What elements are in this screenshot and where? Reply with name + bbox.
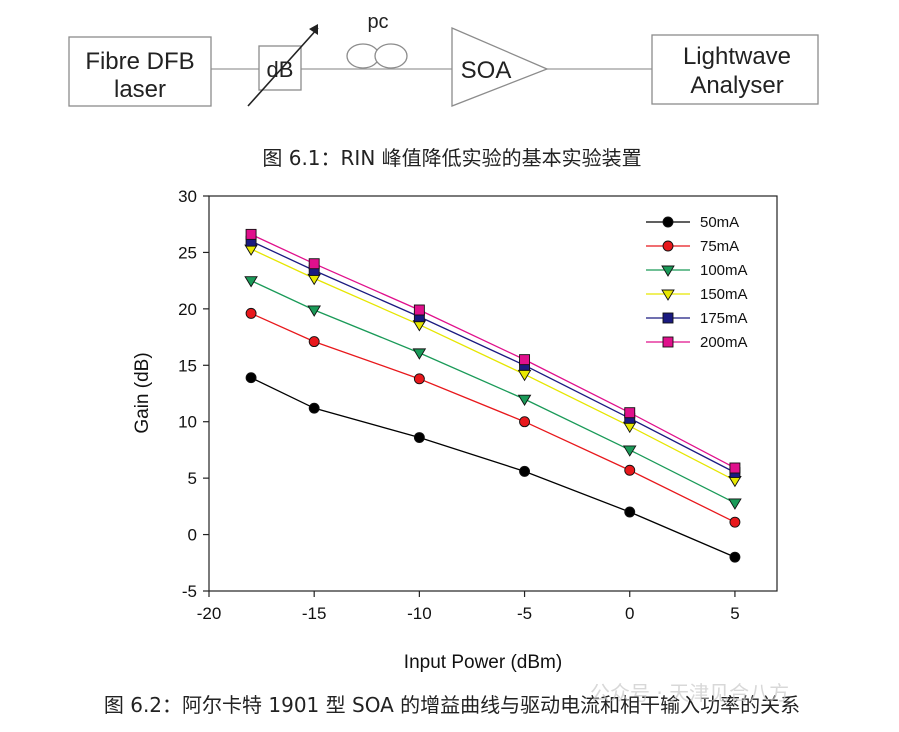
laser-label-line2: laser — [114, 76, 166, 103]
y-tick-label: 25 — [178, 243, 197, 262]
data-point-50ma — [413, 432, 425, 443]
legend-marker-75ma — [662, 240, 674, 252]
figure-caption: 图 6.2：阿尔卡特 1901 型 SOA 的增益曲线与驱动电流和相干输入功率的… — [104, 693, 800, 717]
x-axis: -20 -15 -10 -5 0 5 — [197, 591, 740, 623]
soa-label: SOA — [461, 57, 512, 84]
data-point-75ma — [729, 516, 741, 528]
x-tick-label: -5 — [517, 604, 532, 623]
legend-item-100ma: 100mA — [646, 262, 748, 279]
pc-label: pc — [367, 11, 388, 33]
y-tick-label: 5 — [188, 469, 197, 488]
legend-label-150ma: 150mA — [700, 286, 748, 303]
gain-chart: -5 0 5 10 15 20 25 30 -20 -15 -10 -5 0 5 50mA 75mA 100… — [132, 187, 778, 673]
data-point-50ma — [245, 372, 257, 384]
series-line-50ma — [250, 377, 736, 558]
data-point-75ma — [245, 307, 257, 319]
series-line-150ma — [250, 248, 736, 481]
legend-item-75ma: 75mA — [646, 238, 739, 255]
y-tick-label: 30 — [178, 187, 197, 206]
data-point-75ma — [308, 336, 320, 348]
legend-label-50ma: 50mA — [700, 214, 739, 231]
legend-marker-100ma — [661, 265, 675, 277]
y-tick-label: 15 — [178, 356, 197, 375]
x-tick-label: 0 — [625, 604, 634, 623]
data-point-200ma — [624, 407, 636, 419]
data-point-75ma — [624, 464, 636, 476]
data-point-200ma — [245, 228, 257, 240]
series-200ma — [245, 228, 741, 474]
watermark: 公众号 · 天津见合八方 — [590, 681, 789, 705]
legend-item-175ma: 175mA — [646, 310, 748, 327]
data-point-100ma — [517, 394, 532, 407]
legend-marker-50ma — [662, 216, 674, 228]
legend-marker-175ma — [662, 312, 674, 324]
data-point-200ma — [729, 462, 741, 474]
data-point-200ma — [519, 354, 531, 366]
series-line-175ma — [250, 240, 736, 474]
series-150ma — [244, 244, 742, 488]
laser-label-line1: Fibre DFB — [85, 48, 194, 75]
data-point-150ma — [517, 369, 532, 382]
analyser-label-line2: Analyser — [690, 72, 783, 99]
data-point-50ma — [624, 506, 636, 518]
diagram-caption: 图 6.1：RIN 峰值降低实验的基本实验装置 — [262, 146, 641, 170]
series-50ma — [245, 372, 741, 563]
attenuator-arrowhead-icon — [309, 24, 318, 35]
analyser-label-line1: Lightwave — [683, 43, 791, 70]
legend-label-75ma: 75mA — [700, 238, 739, 255]
pc-loop-right-icon — [374, 43, 408, 69]
legend-marker-150ma — [661, 289, 675, 301]
x-tick-label: 5 — [730, 604, 739, 623]
legend-item-200ma: 200mA — [646, 334, 748, 351]
y-tick-label: 20 — [178, 300, 197, 319]
data-point-50ma — [308, 402, 320, 414]
data-point-100ma — [412, 348, 427, 360]
data-point-200ma — [413, 304, 425, 316]
series-75ma — [245, 307, 741, 528]
data-point-100ma — [622, 445, 637, 457]
plot-frame — [208, 195, 778, 592]
series-line-200ma — [250, 233, 736, 469]
attenuator-arrow-icon — [247, 27, 319, 107]
legend-marker-200ma — [662, 336, 674, 348]
series-line-100ma — [250, 280, 736, 504]
x-tick-label: -20 — [197, 604, 222, 623]
legend-label-100ma: 100mA — [700, 262, 748, 279]
setup-diagram: Fibre DFB laser dB pc SOA Lightwave Anal… — [68, 11, 819, 170]
series-group — [244, 228, 742, 563]
data-point-75ma — [413, 373, 425, 385]
legend: 50mA 75mA 100mA 150mA 175mA 200mA — [646, 214, 748, 351]
legend-label-175ma: 175mA — [700, 310, 748, 327]
legend-label-200ma: 200mA — [700, 334, 748, 351]
legend-item-150ma: 150mA — [646, 286, 748, 303]
y-axis-label: Gain (dB) — [132, 352, 153, 433]
data-point-50ma — [519, 465, 531, 477]
x-tick-label: -10 — [407, 604, 432, 623]
series-line-75ma — [250, 312, 736, 523]
y-tick-label: -5 — [182, 582, 197, 601]
data-point-50ma — [729, 551, 741, 563]
legend-item-50ma: 50mA — [646, 214, 739, 231]
data-point-100ma — [244, 276, 258, 288]
pc-loop-left-icon — [346, 43, 380, 69]
x-tick-label: -15 — [302, 604, 327, 623]
soa-triangle-icon — [451, 27, 549, 107]
data-point-75ma — [519, 416, 531, 428]
attenuator-box — [258, 45, 302, 91]
series-100ma — [244, 276, 742, 510]
data-point-100ma — [307, 305, 321, 317]
laser-box — [68, 36, 212, 107]
x-axis-label: Input Power (dBm) — [404, 652, 562, 673]
data-point-200ma — [308, 258, 320, 270]
y-tick-label: 10 — [178, 413, 197, 432]
y-tick-label: 0 — [188, 526, 197, 545]
analyser-box — [651, 34, 819, 105]
data-point-100ma — [728, 498, 742, 510]
y-axis: -5 0 5 10 15 20 25 30 — [178, 187, 209, 601]
